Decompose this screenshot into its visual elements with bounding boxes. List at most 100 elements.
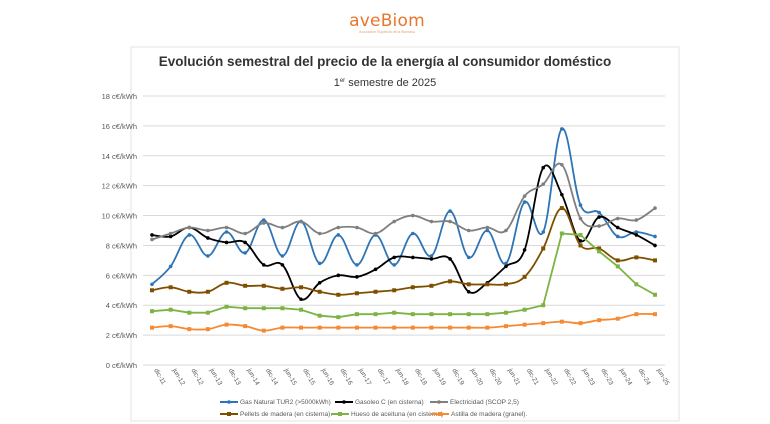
x-tick-label: jun-15 bbox=[282, 367, 298, 387]
data-point bbox=[280, 306, 285, 311]
x-tick-label: dic-14 bbox=[264, 368, 279, 387]
data-point bbox=[150, 288, 154, 293]
data-point bbox=[224, 230, 229, 234]
x-tick-label: jun-19 bbox=[431, 367, 447, 387]
legend-item: Gas Natural TUR2 (>5000kWh) bbox=[220, 399, 331, 406]
legend-item: Hueso de aceituna (en cisterna) bbox=[331, 411, 443, 418]
data-point bbox=[150, 282, 154, 287]
legend-marker bbox=[437, 400, 441, 404]
x-tick-label: dic-18 bbox=[413, 368, 428, 387]
x-tick-label: jun-12 bbox=[170, 367, 186, 387]
data-point bbox=[187, 310, 192, 315]
y-tick-label: 16 c€/kWh bbox=[102, 122, 137, 131]
x-tick-label: jun-21 bbox=[506, 367, 522, 387]
series-line bbox=[151, 232, 656, 319]
data-point bbox=[634, 312, 639, 317]
data-point bbox=[206, 236, 210, 240]
legend-label: Gasoleo C (en cisterna) bbox=[355, 399, 424, 406]
data-point bbox=[560, 127, 564, 131]
data-point bbox=[560, 192, 564, 197]
avebiom-logo: aveBiom Asociación Española de la Biomas… bbox=[347, 12, 427, 34]
data-point bbox=[354, 325, 359, 330]
data-point bbox=[261, 218, 266, 222]
data-point bbox=[615, 216, 620, 221]
series-line bbox=[151, 162, 656, 241]
data-point bbox=[653, 206, 657, 210]
legend-item: Pellets de madera (en cisterna). bbox=[220, 411, 332, 418]
data-point bbox=[317, 325, 322, 330]
data-point bbox=[299, 285, 304, 290]
legend-marker bbox=[338, 412, 342, 416]
data-point bbox=[280, 263, 285, 267]
data-point bbox=[653, 234, 657, 239]
data-point bbox=[187, 289, 192, 294]
data-point bbox=[299, 307, 304, 312]
data-point bbox=[299, 325, 304, 330]
data-point bbox=[392, 219, 396, 224]
series-line bbox=[151, 312, 656, 332]
data-point bbox=[597, 249, 602, 254]
data-point bbox=[466, 312, 471, 317]
data-point bbox=[448, 279, 453, 284]
data-point bbox=[168, 285, 173, 290]
y-tick-label: 18 c€/kWh bbox=[102, 92, 137, 101]
data-point bbox=[448, 209, 452, 213]
data-point bbox=[541, 321, 546, 326]
data-point bbox=[317, 231, 322, 236]
x-tick-label: dic-19 bbox=[450, 368, 465, 387]
data-point bbox=[373, 325, 378, 330]
data-point bbox=[615, 258, 620, 263]
data-point bbox=[578, 216, 583, 221]
data-point bbox=[299, 219, 303, 224]
y-tick-label: 6 c€/kWh bbox=[106, 271, 137, 280]
data-point bbox=[615, 264, 620, 269]
legend-item: Astilla de madera (granel). bbox=[431, 411, 527, 418]
data-point bbox=[448, 312, 453, 317]
data-point bbox=[597, 318, 602, 323]
data-point bbox=[205, 310, 210, 315]
data-point bbox=[522, 200, 527, 204]
data-point bbox=[634, 233, 639, 237]
data-point bbox=[392, 325, 397, 330]
data-point bbox=[261, 221, 266, 225]
data-point bbox=[634, 230, 639, 234]
legend-marker bbox=[227, 400, 231, 404]
data-point bbox=[559, 231, 564, 236]
data-point bbox=[355, 275, 359, 279]
data-point bbox=[261, 283, 266, 288]
x-tick-label: jun-24 bbox=[618, 367, 634, 387]
x-tick-label: jun-22 bbox=[543, 367, 559, 387]
data-point bbox=[410, 285, 415, 290]
data-point bbox=[522, 274, 527, 279]
legend-marker bbox=[342, 400, 346, 404]
data-point bbox=[634, 282, 639, 287]
data-point bbox=[243, 306, 248, 311]
data-point bbox=[150, 325, 154, 330]
x-tick-label: dic-16 bbox=[339, 368, 354, 387]
series-line bbox=[151, 207, 656, 296]
data-point bbox=[597, 246, 602, 251]
legend-label: Gas Natural TUR2 (>5000kWh) bbox=[240, 399, 331, 406]
data-point bbox=[280, 286, 285, 291]
x-tick-label: dic-13 bbox=[227, 368, 242, 387]
x-tick-label: jun-23 bbox=[580, 367, 596, 387]
data-point bbox=[541, 182, 546, 186]
data-point bbox=[354, 312, 359, 317]
x-tick-label: jun-17 bbox=[357, 367, 373, 387]
data-point bbox=[187, 327, 192, 332]
data-point bbox=[354, 291, 359, 296]
series-line bbox=[151, 164, 656, 301]
data-point bbox=[336, 292, 341, 297]
data-point bbox=[317, 281, 322, 285]
legend-item: Electricidad (SCOP 2,5) bbox=[430, 399, 519, 406]
y-tick-label: 14 c€/kWh bbox=[102, 152, 137, 161]
data-point bbox=[411, 255, 415, 260]
data-point bbox=[485, 325, 490, 330]
series-0 bbox=[150, 127, 657, 287]
series-2 bbox=[150, 162, 657, 242]
x-tick-label: jun-18 bbox=[394, 367, 410, 387]
data-point bbox=[466, 325, 471, 330]
data-point bbox=[615, 316, 620, 321]
data-point bbox=[261, 263, 266, 267]
